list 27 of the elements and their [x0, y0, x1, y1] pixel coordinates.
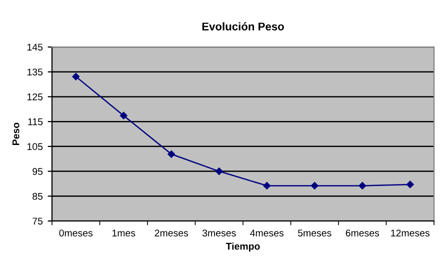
y-tick-label: 75: [32, 218, 43, 225]
x-tick-label: 1mes: [112, 230, 136, 236]
x-tick-label: 6meses: [346, 230, 380, 236]
y-tick-label: 115: [28, 118, 43, 126]
point: [263, 182, 271, 190]
y-tick-label: 95: [32, 168, 43, 175]
y-tick-label: 105: [27, 143, 43, 150]
y-tick-label: 145: [27, 44, 43, 51]
x-tick-label: 2meses: [154, 230, 188, 236]
point: [406, 180, 414, 188]
x-tick-label: 0meses: [59, 230, 93, 236]
y-tick-label: 135: [27, 68, 43, 76]
point: [310, 182, 318, 190]
y-axis-title: Peso: [12, 122, 20, 145]
point: [120, 112, 128, 120]
x-tick-label: 12meses: [391, 230, 430, 236]
x-tick-label: 3meses: [202, 230, 236, 236]
chart-title: Evolución Peso: [202, 22, 284, 30]
point: [358, 182, 366, 190]
x-tick-label: 5meses: [298, 230, 332, 236]
y-tick-label: 125: [27, 93, 43, 100]
point: [215, 168, 223, 175]
y-tick-label: 85: [32, 192, 43, 200]
x-axis-title: Tiempo: [226, 242, 260, 252]
point: [168, 150, 176, 158]
point: [72, 72, 80, 80]
x-tick-label: 4meses: [250, 230, 284, 236]
